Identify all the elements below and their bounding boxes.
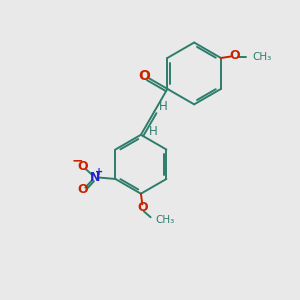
Text: O: O bbox=[77, 160, 88, 173]
Text: O: O bbox=[229, 50, 239, 62]
Text: O: O bbox=[137, 201, 148, 214]
Text: O: O bbox=[77, 183, 88, 196]
Text: H: H bbox=[149, 125, 158, 138]
Text: CH₃: CH₃ bbox=[252, 52, 272, 61]
Text: +: + bbox=[95, 167, 103, 177]
Text: H: H bbox=[159, 100, 168, 113]
Text: N: N bbox=[90, 171, 100, 184]
Text: O: O bbox=[138, 68, 150, 83]
Text: CH₃: CH₃ bbox=[155, 215, 174, 225]
Text: −: − bbox=[71, 153, 83, 167]
